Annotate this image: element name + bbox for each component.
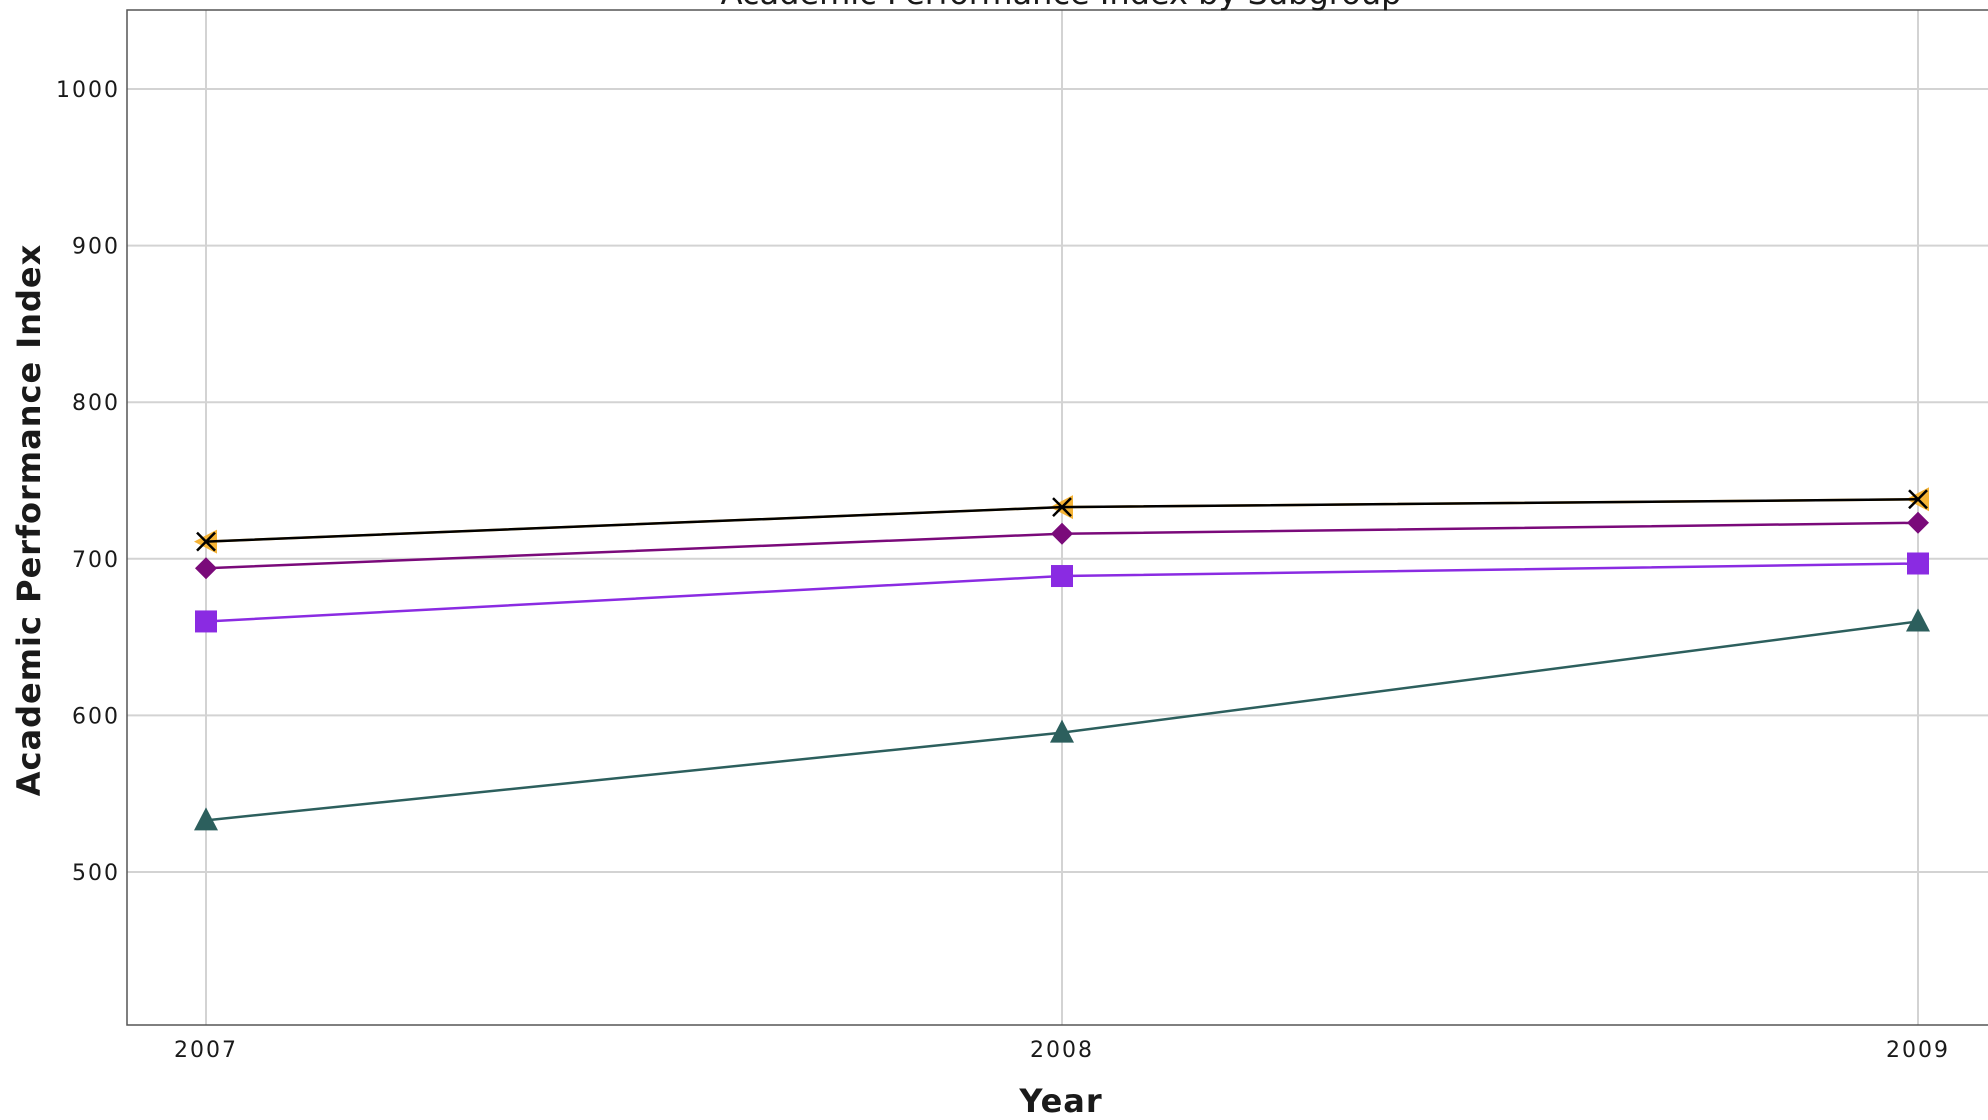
data-point-square xyxy=(195,610,217,633)
y-tick-label: 900 xyxy=(72,235,120,260)
data-point-triangle-up xyxy=(1050,719,1074,743)
data-point-triangle-up xyxy=(194,807,218,831)
data-point-diamond xyxy=(1907,511,1929,534)
y-tick-label: 1000 xyxy=(56,78,120,103)
x-tick-label: 2008 xyxy=(1030,1038,1094,1063)
plot-frame xyxy=(126,9,1988,1026)
chart-title: Academic Performance Index by Subgroup xyxy=(721,0,1402,12)
data-point-x xyxy=(1052,497,1072,518)
data-point-diamond xyxy=(195,557,217,580)
y-tick-label: 800 xyxy=(72,391,120,416)
x-tick-label: 2009 xyxy=(1886,1038,1950,1063)
series xyxy=(194,487,1930,831)
y-tick-label: 600 xyxy=(72,704,120,729)
x-axis-title: Year xyxy=(1018,1082,1102,1120)
grid xyxy=(127,10,1988,1025)
y-tick-label: 500 xyxy=(72,861,120,886)
data-point-triangle-up xyxy=(1906,608,1930,632)
x-tick-label: 2007 xyxy=(174,1038,238,1063)
data-point-diamond xyxy=(1051,522,1073,545)
data-point-square xyxy=(1907,552,1929,575)
y-axis-title: Academic Performance Index xyxy=(10,244,48,796)
y-axis-ticks: 500 600 700 800 900 1000 xyxy=(56,78,120,886)
x-axis-ticks: 2007 2008 2009 xyxy=(174,1038,1950,1063)
data-point-x xyxy=(1908,489,1928,510)
data-point-x xyxy=(196,531,216,552)
y-tick-label: 700 xyxy=(72,548,120,573)
data-point-square xyxy=(1051,565,1073,588)
